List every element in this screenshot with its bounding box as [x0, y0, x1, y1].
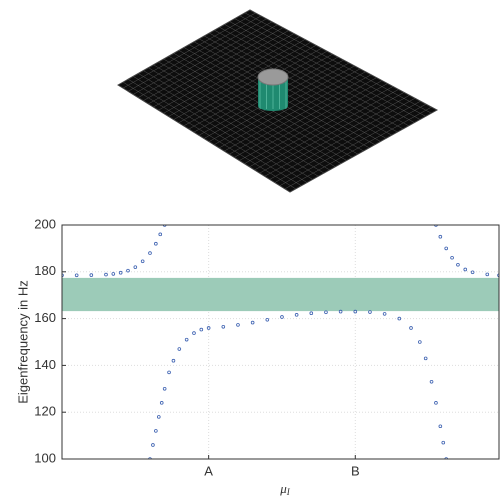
x-label-subscript: I — [286, 487, 291, 497]
x-tick-label: B — [351, 463, 360, 478]
y-axis-label: Eigenfrequency in Hz — [15, 280, 30, 404]
fe-mesh — [118, 10, 437, 192]
y-tick-label: 100 — [34, 450, 56, 465]
plot-area — [62, 225, 499, 459]
band — [62, 278, 499, 311]
y-tick-label: 120 — [34, 404, 56, 419]
y-tick-label: 140 — [34, 357, 56, 372]
y-tick-label: 160 — [34, 310, 56, 325]
x-axis-label: μI — [279, 481, 291, 497]
chart: Eigenfrequency in Hz μI 100 120 140 160 180 2… — [0, 0, 500, 499]
x-tick-label: A — [204, 463, 213, 478]
y-tick-label: 180 — [34, 263, 56, 278]
cylinder-top — [258, 69, 288, 85]
y-tick-label: 200 — [34, 216, 56, 231]
